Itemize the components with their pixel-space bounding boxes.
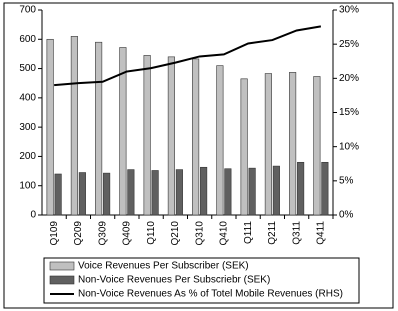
legend-swatch [49, 261, 75, 271]
bar [192, 58, 200, 216]
legend-label: Non-Voice Revenues Per Subscriebr (SEK) [78, 275, 270, 286]
legend-swatch [49, 275, 75, 285]
x-tick-label: Q110 [146, 221, 157, 245]
y-tick-label: 700 [19, 5, 36, 16]
x-tick-label: Q310 [194, 221, 205, 246]
bar [313, 76, 321, 216]
bar [248, 167, 256, 216]
bar [175, 169, 183, 216]
x-tick-label: Q209 [73, 221, 84, 246]
y-tick-label: 600 [19, 34, 36, 45]
x-tick-label: Q210 [170, 221, 181, 246]
bar [200, 166, 208, 216]
y2-tick-label: 15% [339, 107, 359, 118]
legend-box [43, 257, 360, 304]
bar [119, 47, 127, 216]
x-tick-label: Q409 [122, 221, 133, 246]
bar [95, 41, 103, 216]
legend-label: Voice Revenues Per Subscriber (SEK) [78, 261, 249, 272]
bar [216, 65, 224, 216]
bar [54, 173, 62, 216]
bar [70, 36, 78, 216]
bar [103, 172, 111, 216]
y-tick-label: 100 [19, 180, 36, 191]
y-tick-label: 500 [19, 63, 36, 74]
bar [321, 161, 329, 216]
bar [167, 56, 175, 216]
y-tick-label: 300 [19, 122, 36, 133]
y2-tick-label: 20% [339, 73, 359, 84]
bar [143, 55, 151, 216]
y-tick-label: 400 [19, 92, 36, 103]
y2-tick-label: 10% [339, 141, 359, 152]
x-tick-label: Q111 [243, 221, 254, 244]
y-tick-label: 200 [19, 151, 36, 162]
bar [127, 169, 135, 216]
bar [224, 168, 232, 216]
bar [272, 165, 280, 216]
x-tick-label: Q109 [49, 221, 60, 246]
bar [78, 172, 86, 216]
line-series [54, 25, 322, 87]
y2-tick-label: 25% [339, 39, 359, 50]
x-tick-label: Q309 [97, 221, 108, 246]
bar [240, 78, 248, 216]
x-tick-label: Q211 [267, 221, 278, 245]
bar [46, 38, 54, 216]
bar [151, 170, 159, 216]
x-tick-label: Q410 [219, 221, 230, 246]
bar [264, 73, 272, 216]
legend-label: Non-Voice Revenues As % of Totel Mobile … [78, 289, 343, 300]
y-tick-label: 0 [30, 210, 36, 221]
bar [297, 161, 305, 216]
x-tick-label: Q411 [316, 221, 327, 245]
x-tick-label: Q311 [291, 221, 302, 245]
bar [289, 72, 297, 216]
y2-tick-label: 0% [339, 210, 354, 221]
y2-tick-label: 30% [339, 5, 359, 16]
y2-tick-label: 5% [339, 175, 354, 186]
